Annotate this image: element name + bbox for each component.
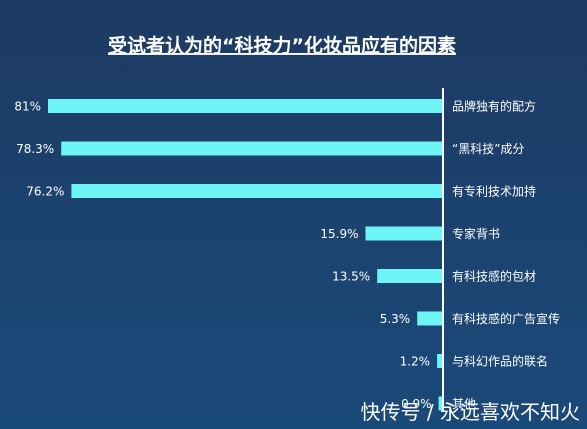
- bar-value-label: 78.3%: [16, 142, 54, 156]
- category-label: “黑科技”成分: [452, 142, 524, 156]
- category-label: 有科技感的广告宣传: [452, 311, 560, 326]
- category-label: 与科幻作品的联名: [452, 354, 548, 369]
- category-label: 品牌独有的配方: [452, 99, 536, 114]
- category-label: 其他: [452, 397, 476, 411]
- category-label: 专家背书: [452, 226, 500, 241]
- category-label: 有科技感的包材: [452, 269, 536, 284]
- bar-value-label: 15.9%: [320, 227, 358, 241]
- bar: [61, 141, 443, 156]
- bar-value-label: 81%: [14, 100, 41, 114]
- bar: [71, 184, 444, 198]
- bar: [48, 99, 443, 113]
- bar-value-label: 0.9%: [401, 397, 432, 411]
- bar-value-label: 76.2%: [26, 185, 64, 199]
- bars-layer: 81% 品牌独有的配方 78.3% “黑科技”成分 76.2% 有专利技术加持 15.9% 专…: [14, 99, 560, 412]
- watermark: 快传号 / 永远喜欢不知火: [361, 400, 580, 424]
- bar-value-label: 1.2%: [400, 355, 431, 369]
- bar: [438, 396, 443, 411]
- category-label: 有专利技术加持: [452, 184, 536, 199]
- bar: [377, 269, 443, 283]
- bar-value-label: 5.3%: [380, 312, 411, 326]
- bar: [365, 226, 443, 241]
- bar-value-label: 13.5%: [332, 270, 370, 284]
- chart-title: 受试者认为的“科技力”化妆品应有的因素: [108, 34, 456, 57]
- bar: [437, 354, 443, 368]
- bar: [417, 311, 443, 326]
